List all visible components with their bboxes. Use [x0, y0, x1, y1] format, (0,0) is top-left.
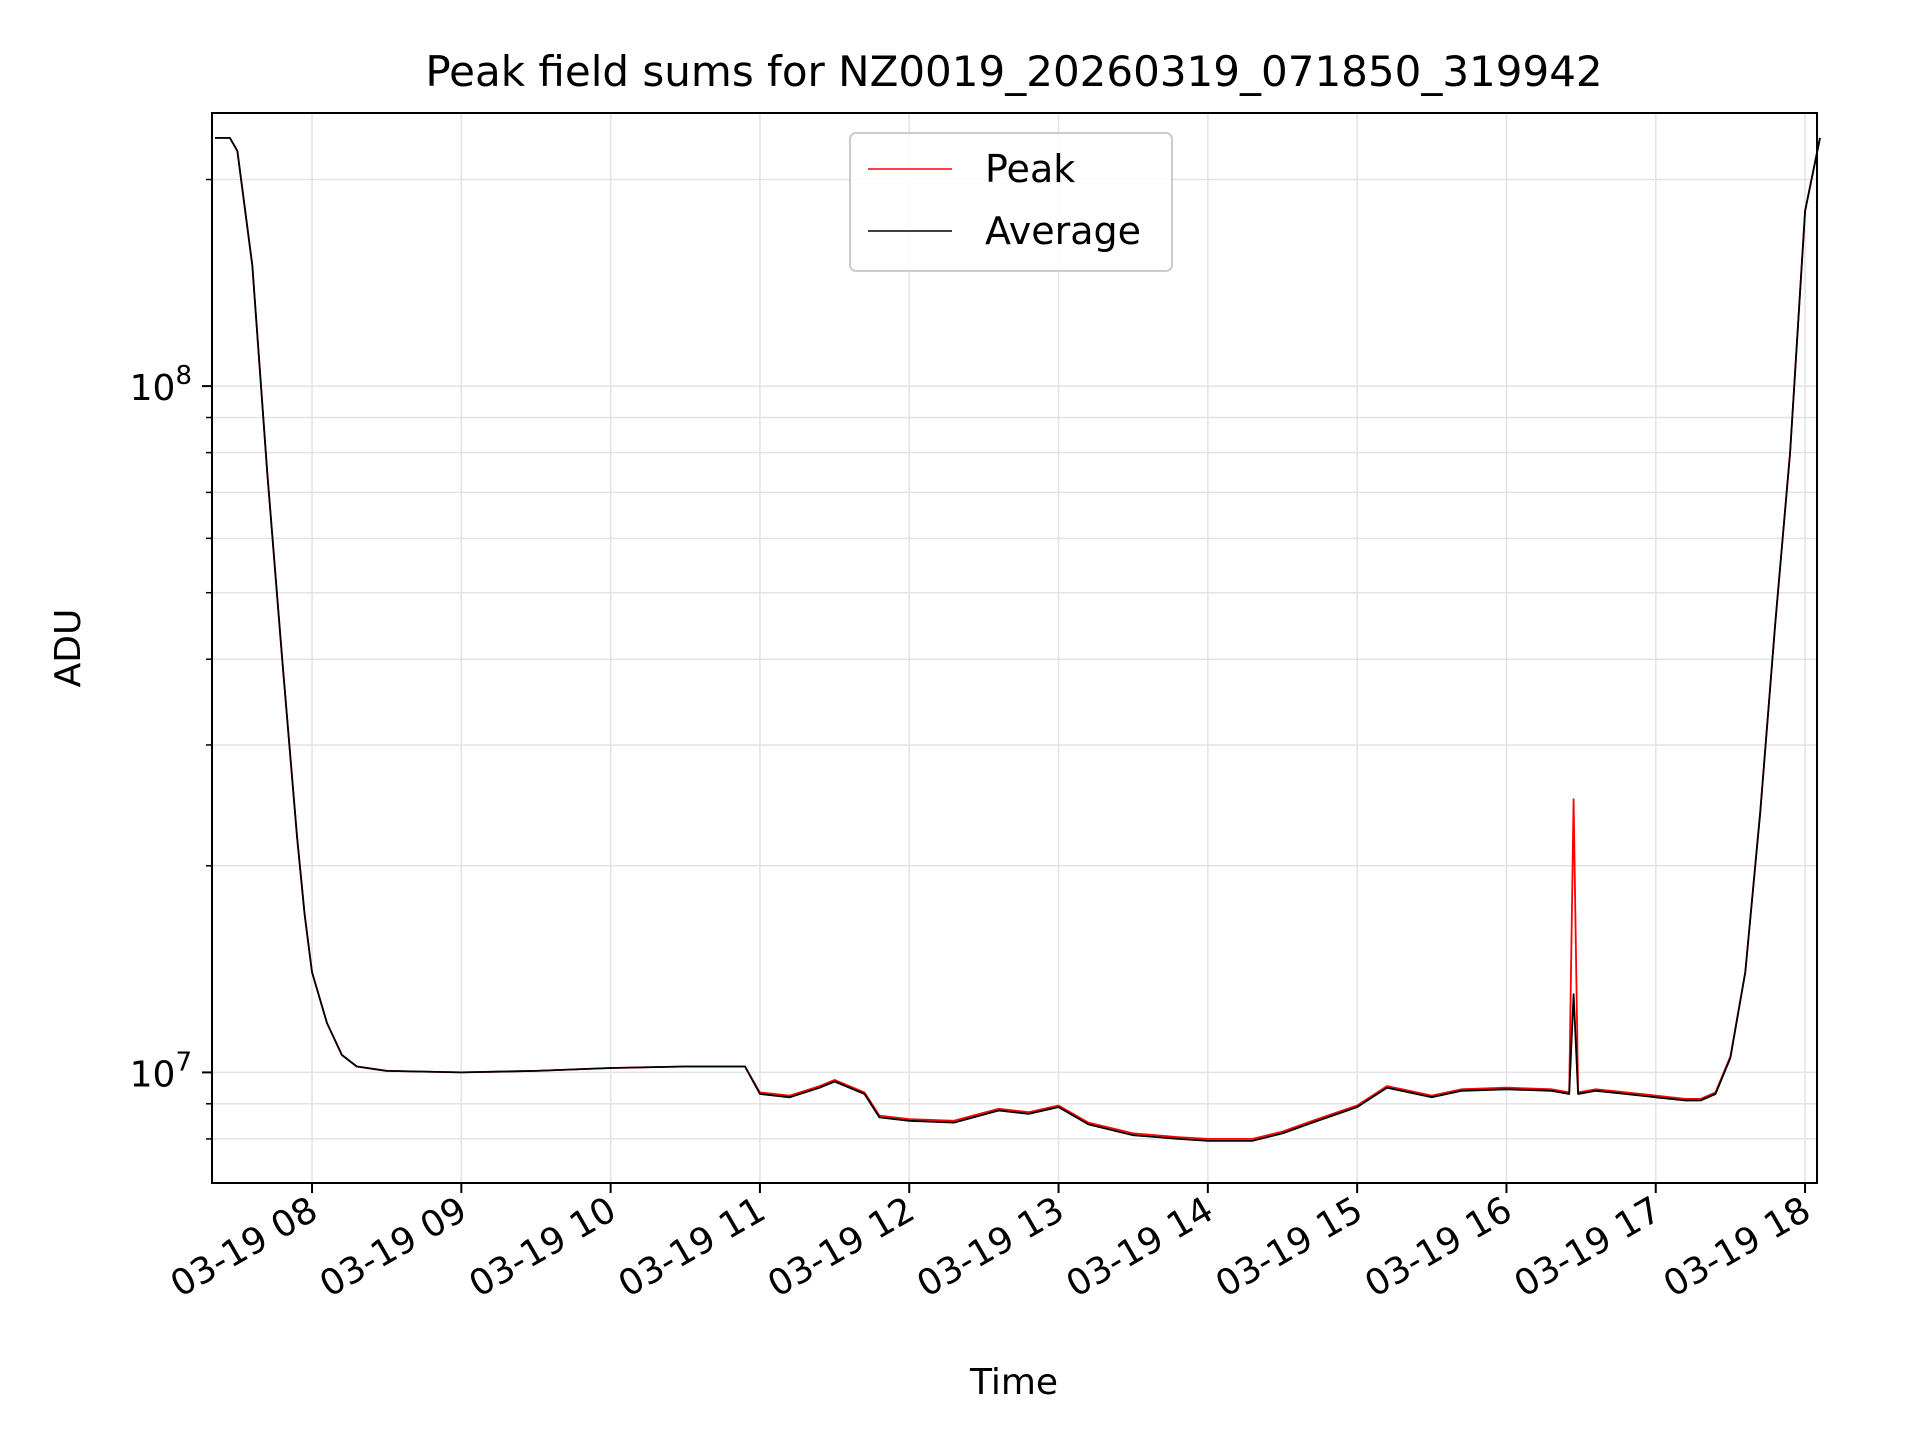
series-layer [215, 136, 1821, 1142]
legend-average-label: Average [985, 209, 1141, 253]
legend: Peak Average [849, 132, 1173, 272]
y-tick-label: 108 [130, 361, 192, 409]
plot-frame [211, 112, 1818, 1184]
y-tick-label: 107 [130, 1047, 192, 1095]
series-line-average [215, 136, 1821, 1142]
chart-title: Peak field sums for NZ0019_20260319_0718… [425, 47, 1602, 96]
y-axis-label: ADU [48, 609, 89, 688]
legend-box [849, 132, 1173, 272]
legend-peak-label: Peak [985, 147, 1075, 191]
x-axis-label: Time [969, 1362, 1058, 1403]
